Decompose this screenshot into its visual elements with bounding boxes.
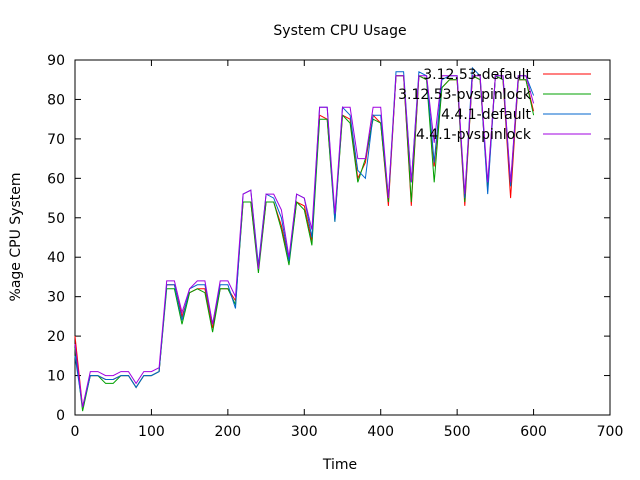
- series-line-4: [74, 75, 535, 408]
- x-axis-label: Time: [322, 457, 357, 473]
- x-tick-label: 200: [214, 424, 241, 440]
- plot-area-frame: [74, 59, 611, 416]
- y-tick-label: 20: [47, 329, 65, 345]
- y-tick-label: 50: [47, 211, 65, 227]
- x-tick-label: 500: [444, 424, 471, 440]
- legend-label: 4.4.1-default: [441, 107, 531, 123]
- x-tick-label: 100: [138, 424, 165, 440]
- legend-label: 3.12.53-pvspinlock: [398, 87, 532, 103]
- y-tick-label: 0: [56, 408, 65, 424]
- series-lines: [74, 66, 535, 412]
- legend-label: 4.4.1-pvspinlock: [416, 127, 532, 143]
- axis-ticks: 0 100 200 300 400 500 600 700 0 10 20 30 40 50 60 70 80 9…: [47, 53, 623, 440]
- y-tick-label: 40: [47, 250, 65, 266]
- y-tick-label: 60: [47, 171, 65, 187]
- y-tick-label: 30: [47, 290, 65, 306]
- y-tick-label: 10: [47, 369, 65, 385]
- y-tick-label: 80: [47, 92, 65, 108]
- legend-label: 3.12.53-default: [423, 67, 531, 83]
- x-tick-label: 700: [597, 424, 624, 440]
- y-axis-label: %age CPU System: [8, 173, 24, 302]
- x-tick-label: 400: [367, 424, 394, 440]
- series-line-1: [74, 75, 535, 408]
- x-tick-label: 0: [71, 424, 80, 440]
- x-tick-label: 300: [291, 424, 318, 440]
- legend: 3.12.53-default 3.12.53-pvspinlock 4.4.1-d…: [398, 67, 591, 143]
- y-tick-label: 90: [47, 53, 65, 69]
- chart-title: System CPU Usage: [273, 23, 406, 39]
- y-tick-label: 70: [47, 132, 65, 148]
- x-tick-label: 600: [520, 424, 547, 440]
